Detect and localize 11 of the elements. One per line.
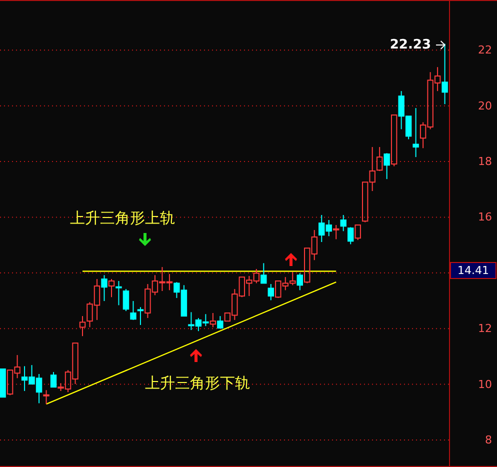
y-tick-label: 22	[478, 44, 492, 57]
annotation: 上升三角形下轨	[145, 374, 250, 392]
annotation: 22.23	[390, 38, 431, 52]
y-tick-label: 12	[478, 322, 492, 336]
y-tick-label: 8	[485, 433, 492, 446]
y-tick-label: 18	[478, 155, 492, 168]
y-tick-label: 16	[478, 210, 492, 224]
y-tick-label: 10	[478, 378, 492, 391]
y-tick-label: 20	[478, 99, 492, 112]
annotation: 上升三角形上轨	[70, 209, 175, 227]
text: 14.41	[458, 264, 489, 277]
